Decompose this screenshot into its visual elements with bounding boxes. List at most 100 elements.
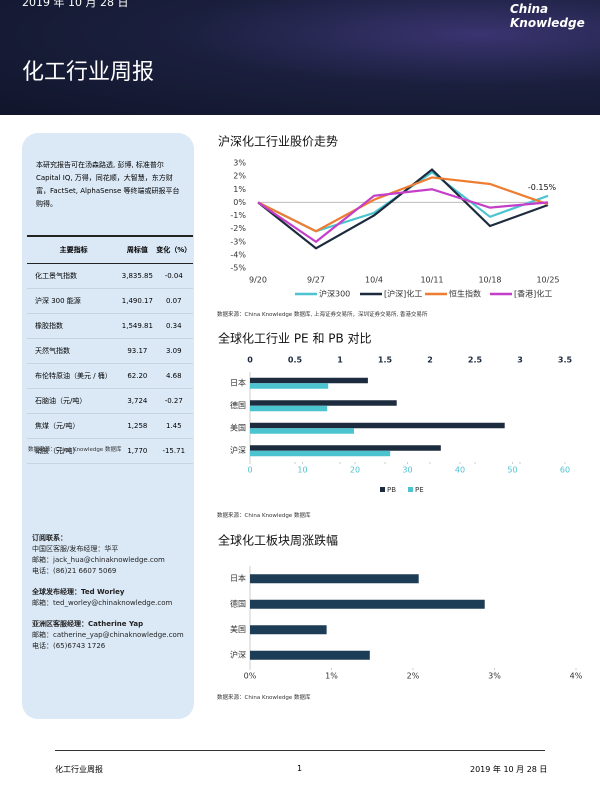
x-tick-label: 1 [337, 356, 343, 365]
bar [250, 400, 397, 406]
bar [250, 428, 354, 434]
table-cell: 4.68 [154, 363, 193, 389]
table-row: 天然气指数 93.17 3.09 [27, 338, 193, 364]
table-cell: 3,835.85 [120, 263, 155, 289]
y-tick-label: 美国 [230, 422, 246, 432]
x-tick-label: 2% [407, 672, 420, 681]
x-tick-label: 30 [402, 466, 412, 475]
legend-swatch [408, 487, 413, 492]
table-cell: 0.34 [154, 313, 193, 339]
x-tick-label: 3 [517, 356, 523, 365]
chart-title: 全球化工行业 PE 和 PB 对比 [218, 331, 372, 346]
index-table: 主要指标 周标值 变化（%） 化工景气指数 3,835.85 -0.04 沪深 300 能源… [27, 235, 193, 464]
contacts: 订阅联系： 中国区客服/发布经理：华平邮箱：jack_hua@chinaknowl… [32, 533, 192, 662]
table-cell: -15.71 [154, 438, 193, 464]
chart-source: 数据来源：China Knowledge 数据库 [217, 695, 311, 701]
x-tick-label: 20 [350, 466, 360, 475]
x-tick-label: 10 [297, 466, 307, 475]
table-cell: 1,490.17 [120, 288, 155, 314]
x-tick-label: 0.5 [288, 356, 303, 365]
table-cell: -0.04 [154, 263, 193, 289]
intro: 本研究报告可在汤森路透, 彭博, 标准普尔 Capital IQ, 万得，同花顺… [36, 161, 180, 208]
contact-group: 亚洲区客服经理：Catherine Yap 邮箱：catherine_yap@ch… [32, 619, 192, 652]
bar [250, 383, 329, 389]
table-cell: 3,724 [120, 388, 155, 414]
bar-chart: 全球化工行业 PE 和 PB 对比 0 10 20 30 40 50 60 0 0.5 1 1.5 2 2… [218, 331, 573, 495]
table-header: 变化（%） [154, 235, 193, 264]
table-cell: 1.45 [154, 413, 193, 439]
table-row: 石脑油（元/吨） 3,724 -0.27 [27, 388, 193, 414]
contact-line: 电话：(86)21 6607 5069 [32, 567, 117, 575]
y-tick-label: 德国 [230, 598, 246, 608]
x-tick-label: 2.5 [468, 356, 483, 365]
header-title: 化工行业周报 [22, 60, 155, 85]
bar [250, 422, 505, 429]
y-tick-label: 3% [233, 159, 246, 168]
y-tick-label: 沪深 [230, 649, 246, 659]
chart-source: 数据来源：China Knowledge 数据库, 上海证券交易所，深圳证券交易… [217, 312, 428, 318]
legend-label: [香港]化工 [514, 289, 552, 299]
x-tick-label: 9/27 [307, 276, 325, 285]
table-source: 数据来源：China Knowledge 数据库 [28, 447, 122, 453]
table-cell: 石脑油（元/吨） [27, 388, 121, 414]
contact-line: 中国区客服/发布经理：华平 [32, 545, 119, 553]
contact-line: 订阅联系： [32, 534, 67, 542]
table-header-row: 主要指标 周标值 变化（%） [27, 235, 193, 264]
y-tick-label: -2% [230, 224, 246, 233]
legend-label: [沪深]化工 [384, 289, 422, 299]
line-series [257, 188, 549, 244]
table-header: 周标值 [120, 235, 155, 264]
line-series [257, 170, 549, 233]
y-tick-label: -3% [230, 237, 246, 246]
x-tick-label: 3.5 [558, 356, 573, 365]
x-tick-label: 60 [560, 466, 570, 475]
y-tick-label: -4% [230, 250, 246, 259]
y-tick-label: 2% [233, 172, 246, 181]
table-cell: 62.20 [120, 363, 155, 389]
x-tick-label: 1% [325, 672, 338, 681]
table-cell: 焦煤（元/吨） [27, 413, 121, 439]
line-chart: 沪深化工行业股价走势 3% 2% 1% 0% -1% -2% -3% -4% -5%9/20 9/2… [218, 135, 560, 299]
chart-title: 沪深化工行业股价走势 [218, 135, 338, 149]
chart-source: 数据来源：China Knowledge 数据库 [217, 513, 311, 519]
table-row: 化工景气指数 3,835.85 -0.04 [27, 263, 193, 289]
legend-label: PE [415, 486, 424, 494]
table-cell: 化工景气指数 [27, 263, 121, 289]
table-cell: 0.07 [154, 288, 193, 314]
x-tick-label: 40 [455, 466, 465, 475]
table-row: 布伦特原油（美元 / 桶） 62.20 4.68 [27, 363, 193, 389]
legend-swatch [380, 487, 385, 492]
y-tick-label: 德国 [230, 400, 246, 410]
table-cell: 橡胶指数 [27, 313, 121, 339]
annotation: -0.15% [528, 183, 557, 192]
y-tick-label: 沪深 [230, 445, 246, 455]
legend-label: 沪深300 [319, 289, 350, 299]
legend-label: PB [387, 486, 396, 494]
table-cell: 93.17 [120, 338, 155, 364]
bar [250, 574, 419, 584]
x-tick-label: 50 [507, 466, 517, 475]
y-tick-label: 1% [233, 185, 246, 194]
table-row: 沪深 300 能源 1,490.17 0.07 [27, 288, 193, 314]
line-series [257, 168, 549, 250]
table-row: 焦煤（元/吨） 1,258 1.45 [27, 413, 193, 439]
bar [250, 599, 485, 609]
x-tick-label: 3% [488, 672, 501, 681]
x-tick-label: 10/18 [478, 276, 501, 285]
table-cell: 沪深 300 能源 [27, 288, 121, 314]
contact-group: 订阅联系： 中国区客服/发布经理：华平邮箱：jack_hua@chinaknowl… [32, 533, 192, 577]
logo: China Knowledge [510, 2, 585, 30]
bar [250, 450, 391, 457]
bar [250, 445, 441, 451]
x-tick-label: 2 [427, 356, 433, 365]
contact-line: 邮箱：jack_hua@chinaknowledge.com [32, 556, 165, 564]
contact-group: 全球发布经理：Ted Worley 邮箱：ted_worley@chinaknow… [32, 587, 192, 609]
x-tick-label: 0 [247, 356, 253, 365]
legend-label: 恒生指数 [449, 289, 481, 299]
contact-line: 电话：(65)6743 1726 [32, 642, 106, 650]
y-tick-label: 美国 [230, 624, 246, 634]
bar [250, 377, 368, 384]
table-cell: 1,258 [120, 413, 155, 439]
